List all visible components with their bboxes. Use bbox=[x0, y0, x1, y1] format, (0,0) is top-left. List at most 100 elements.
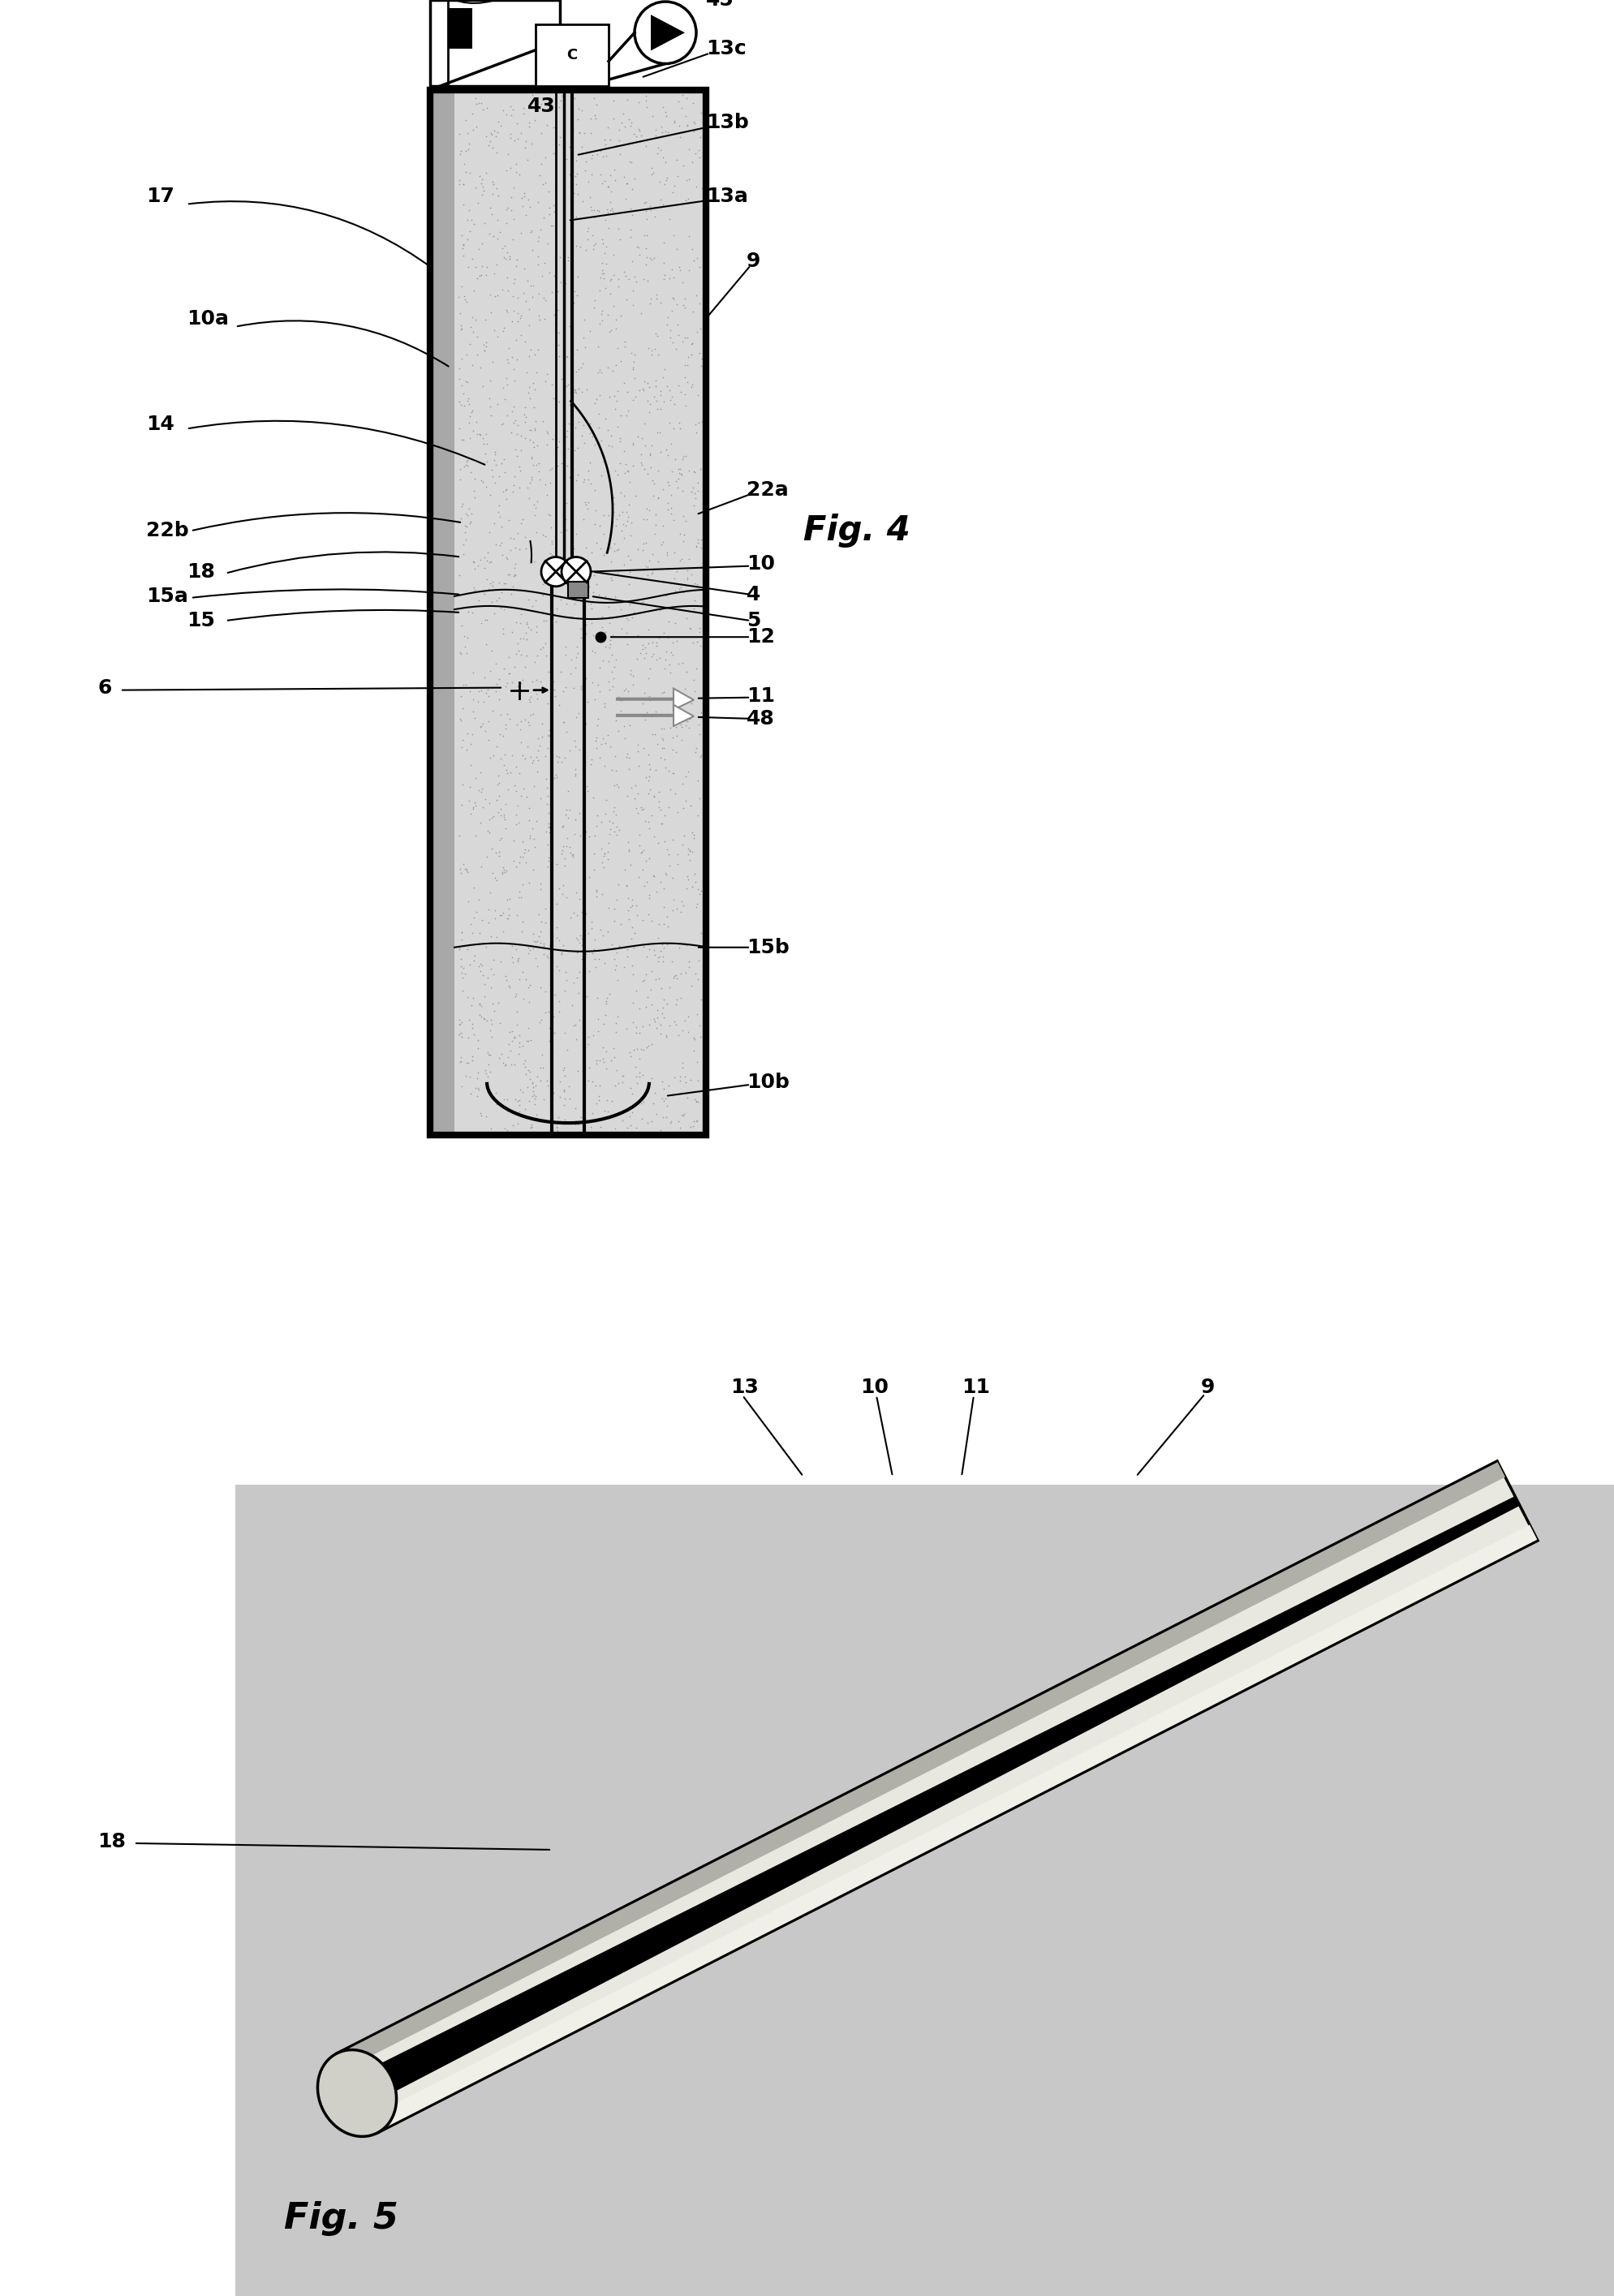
Point bbox=[1261, 1708, 1286, 1745]
Point bbox=[1354, 1860, 1380, 1896]
Point bbox=[1015, 1658, 1041, 1694]
Point bbox=[495, 1570, 521, 1607]
Point bbox=[1438, 1504, 1464, 1541]
Point bbox=[1128, 1543, 1154, 1580]
Point bbox=[447, 634, 473, 670]
Point bbox=[1047, 1720, 1073, 1756]
Point bbox=[1354, 1513, 1380, 1550]
Point bbox=[321, 2016, 347, 2053]
Point bbox=[639, 902, 665, 939]
Point bbox=[500, 92, 526, 129]
Point bbox=[586, 941, 612, 978]
Point bbox=[923, 1545, 949, 1582]
Point bbox=[1073, 1566, 1099, 1603]
Point bbox=[1428, 1832, 1454, 1869]
Point bbox=[1349, 1743, 1375, 1779]
Point bbox=[681, 103, 707, 140]
Point bbox=[1348, 1600, 1374, 1637]
Point bbox=[1180, 1885, 1206, 1922]
Point bbox=[455, 131, 481, 168]
Point bbox=[536, 1768, 562, 1805]
Point bbox=[365, 1860, 391, 1896]
Point bbox=[597, 262, 623, 298]
Point bbox=[893, 1910, 918, 1947]
Point bbox=[520, 278, 546, 315]
Point bbox=[623, 1015, 649, 1052]
Point bbox=[1533, 1545, 1559, 1582]
Point bbox=[720, 1621, 746, 1658]
Point bbox=[1154, 2202, 1180, 2239]
Point bbox=[960, 1968, 986, 2004]
Point bbox=[834, 1756, 860, 1793]
Point bbox=[1044, 2046, 1070, 2082]
Point bbox=[554, 879, 579, 916]
Point bbox=[1546, 1998, 1572, 2034]
Point bbox=[1448, 2266, 1474, 2296]
Point bbox=[350, 2069, 376, 2105]
Point bbox=[673, 2151, 699, 2188]
Point bbox=[1080, 1901, 1106, 1938]
Point bbox=[789, 1770, 815, 1807]
Point bbox=[1448, 1495, 1474, 1531]
Point bbox=[512, 250, 537, 287]
Point bbox=[447, 2071, 473, 2108]
Point bbox=[449, 914, 475, 951]
Point bbox=[557, 1081, 583, 1118]
Point bbox=[1506, 1688, 1532, 1724]
Point bbox=[713, 1520, 739, 1557]
Point bbox=[282, 1676, 308, 1713]
Point bbox=[1341, 1600, 1367, 1637]
Point bbox=[1252, 1988, 1278, 2025]
Point bbox=[447, 1006, 473, 1042]
Point bbox=[449, 960, 475, 996]
Point bbox=[805, 2167, 831, 2204]
Point bbox=[613, 1010, 639, 1047]
Point bbox=[541, 1690, 567, 1727]
Point bbox=[859, 1821, 884, 1857]
Point bbox=[584, 700, 610, 737]
Point bbox=[650, 2004, 676, 2041]
Point bbox=[521, 429, 547, 466]
Point bbox=[854, 1722, 880, 1759]
Point bbox=[1466, 2124, 1491, 2161]
Point bbox=[421, 1800, 447, 1837]
Point bbox=[649, 551, 675, 588]
Point bbox=[1398, 2193, 1424, 2229]
Point bbox=[1462, 1795, 1488, 1832]
Point bbox=[589, 643, 615, 680]
Point bbox=[454, 1058, 479, 1095]
Point bbox=[550, 177, 576, 214]
Point bbox=[1164, 2046, 1190, 2082]
Point bbox=[636, 542, 662, 579]
Point bbox=[567, 574, 592, 611]
Point bbox=[670, 645, 696, 682]
Point bbox=[583, 87, 608, 124]
Point bbox=[884, 1697, 910, 1733]
Point bbox=[1319, 1851, 1344, 1887]
Point bbox=[1139, 1701, 1165, 1738]
Point bbox=[1383, 1711, 1409, 1747]
Point bbox=[935, 1938, 960, 1975]
Point bbox=[1475, 2147, 1501, 2183]
Point bbox=[792, 1942, 818, 1979]
Point bbox=[539, 572, 565, 608]
Point bbox=[510, 90, 536, 126]
Point bbox=[573, 813, 599, 850]
Point bbox=[516, 1531, 542, 1568]
Point bbox=[263, 2020, 289, 2057]
Point bbox=[699, 2135, 725, 2172]
Point bbox=[1085, 1968, 1110, 2004]
Point bbox=[1314, 1630, 1340, 1667]
Point bbox=[1351, 1841, 1377, 1878]
Point bbox=[471, 1525, 497, 1561]
Point bbox=[817, 1830, 843, 1867]
Point bbox=[558, 179, 584, 216]
Point bbox=[1524, 2050, 1549, 2087]
Point bbox=[258, 1609, 284, 1646]
Point bbox=[373, 1761, 399, 1798]
Point bbox=[489, 1531, 515, 1568]
Point bbox=[468, 161, 494, 197]
Point bbox=[341, 1830, 366, 1867]
Point bbox=[636, 491, 662, 528]
Point bbox=[604, 530, 629, 567]
